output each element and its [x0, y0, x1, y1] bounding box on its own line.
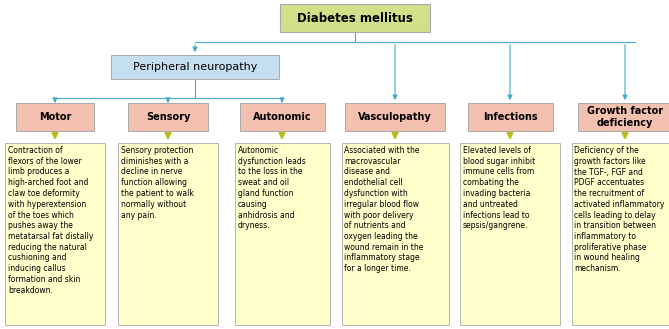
FancyBboxPatch shape: [345, 103, 445, 131]
Text: Infections: Infections: [483, 112, 537, 122]
Text: Sensory: Sensory: [146, 112, 190, 122]
FancyBboxPatch shape: [571, 143, 669, 325]
FancyBboxPatch shape: [577, 103, 669, 131]
FancyBboxPatch shape: [111, 55, 279, 79]
Text: Elevated levels of
blood sugar inhibit
immune cells from
combating the
invading : Elevated levels of blood sugar inhibit i…: [463, 146, 535, 230]
FancyBboxPatch shape: [460, 143, 560, 325]
Text: Associated with the
macrovascular
disease and
endothelial cell
dysfunction with
: Associated with the macrovascular diseas…: [345, 146, 424, 273]
FancyBboxPatch shape: [468, 103, 553, 131]
FancyBboxPatch shape: [280, 4, 430, 32]
Text: Sensory protection
diminishes with a
decline in nerve
function allowing
the pati: Sensory protection diminishes with a dec…: [121, 146, 194, 219]
Text: Contraction of
flexors of the lower
limb produces a
high-arched foot and
claw to: Contraction of flexors of the lower limb…: [8, 146, 94, 295]
FancyBboxPatch shape: [341, 143, 448, 325]
Text: Diabetes mellitus: Diabetes mellitus: [297, 12, 413, 24]
FancyBboxPatch shape: [235, 143, 330, 325]
Text: Peripheral neuropathy: Peripheral neuropathy: [133, 62, 257, 72]
Text: Vasculopathy: Vasculopathy: [358, 112, 432, 122]
FancyBboxPatch shape: [16, 103, 94, 131]
FancyBboxPatch shape: [5, 143, 105, 325]
Text: Deficiency of the
growth factors like
the TGF-, FGF and
PDGF accentuates
the rec: Deficiency of the growth factors like th…: [575, 146, 665, 273]
FancyBboxPatch shape: [128, 103, 208, 131]
Text: Motor: Motor: [39, 112, 71, 122]
FancyBboxPatch shape: [240, 103, 324, 131]
FancyBboxPatch shape: [118, 143, 218, 325]
Text: Autonomic
dysfunction leads
to the loss in the
sweat and oil
gland function
caus: Autonomic dysfunction leads to the loss …: [237, 146, 305, 230]
Text: Growth factor
deficiency: Growth factor deficiency: [587, 106, 663, 128]
Text: Autonomic: Autonomic: [253, 112, 311, 122]
